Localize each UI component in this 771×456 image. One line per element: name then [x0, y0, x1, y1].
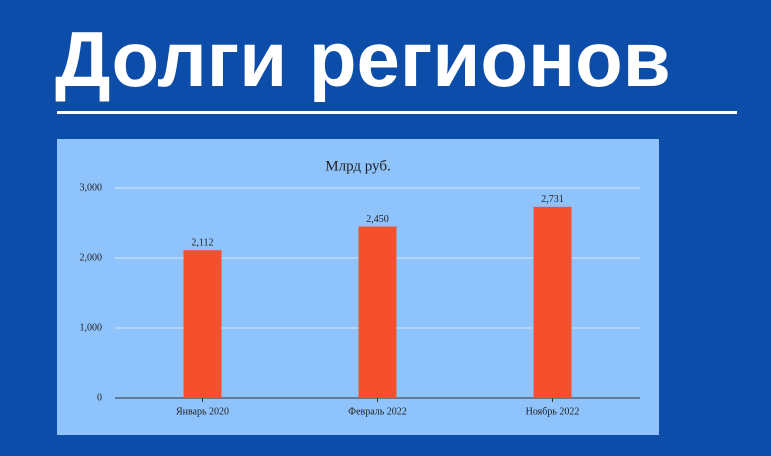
x-tick-label: Февраль 2022 — [348, 406, 407, 417]
bar — [183, 250, 222, 398]
title-underline — [57, 111, 737, 114]
y-tick-label: 0 — [97, 392, 102, 403]
bar — [533, 206, 572, 398]
value-label: 2,112 — [191, 237, 213, 248]
slide-title: Долги регионов — [55, 15, 671, 103]
y-tick-label: 1,000 — [80, 322, 103, 333]
value-label: 2,450 — [366, 214, 389, 225]
value-label: 2,731 — [541, 194, 564, 205]
y-tick-label: 2,000 — [80, 252, 103, 263]
chart-title: Млрд руб. — [325, 158, 391, 174]
x-tick-label: Январь 2020 — [176, 406, 229, 417]
bar — [358, 226, 397, 398]
y-tick-label: 3,000 — [80, 182, 103, 193]
x-tick-label: Ноябрь 2022 — [526, 406, 580, 417]
